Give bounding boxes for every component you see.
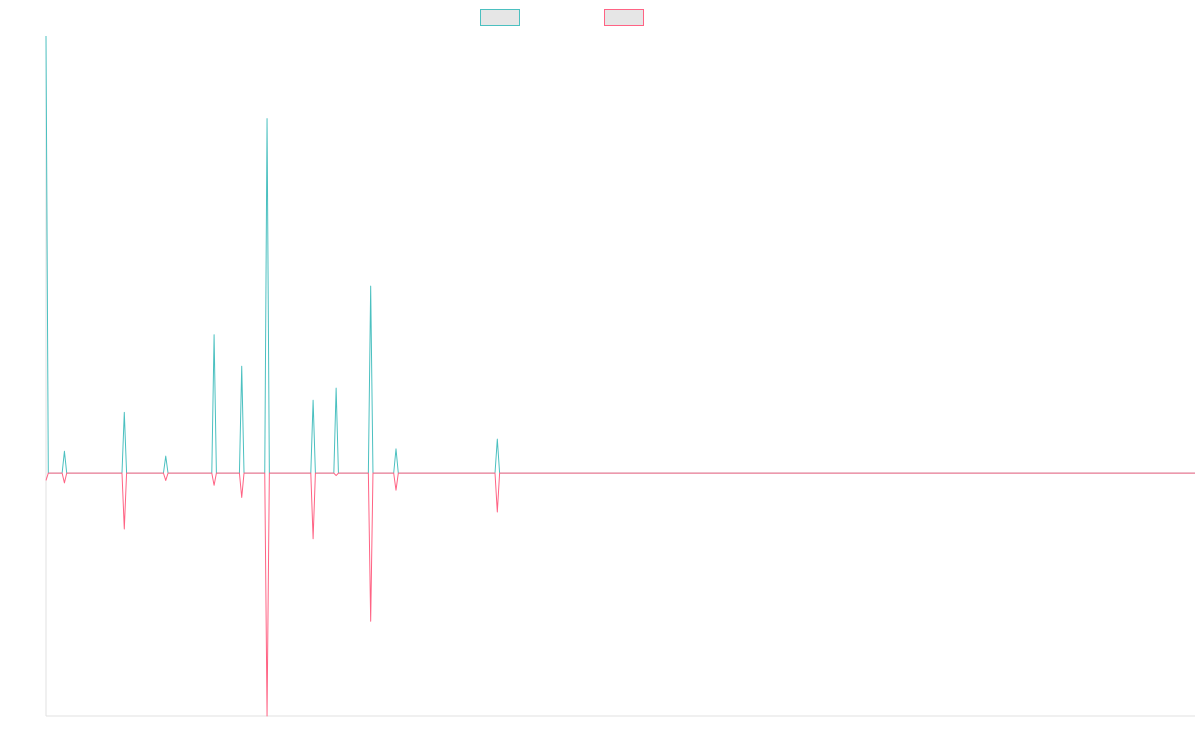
chart-legend — [0, 9, 1200, 27]
legend-item-series-1[interactable] — [480, 9, 526, 26]
legend-swatch-series-2 — [604, 9, 644, 26]
series-1-line[interactable] — [45, 35, 1195, 474]
series-2-line[interactable] — [45, 472, 1195, 717]
series-layer — [45, 35, 1195, 717]
legend-swatch-series-1 — [480, 9, 520, 26]
chart-axes — [45, 36, 1195, 717]
legend-item-series-2[interactable] — [604, 9, 650, 26]
